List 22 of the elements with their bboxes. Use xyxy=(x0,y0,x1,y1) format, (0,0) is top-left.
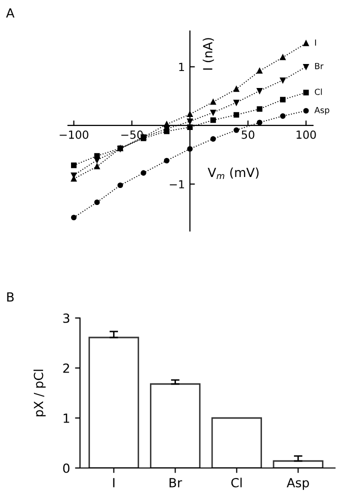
x-tick-label: Br xyxy=(170,478,182,488)
chart-title: A xyxy=(6,8,14,18)
y-tick-label: 1 xyxy=(64,414,70,423)
y-tick-label: 1 xyxy=(179,62,184,71)
x-tick-label: 100 xyxy=(296,130,316,139)
series-label: Br xyxy=(315,63,324,70)
y-axis-title: I (nA) xyxy=(202,38,214,70)
y-tick-label: 2 xyxy=(63,363,70,373)
x-tick-label: Asp xyxy=(286,478,309,490)
x-tick-label: 50 xyxy=(242,130,254,139)
y-tick-label: 3 xyxy=(63,313,70,323)
x-tick-label: I xyxy=(113,478,114,488)
y-tick-label: 0 xyxy=(63,463,70,473)
series-label: Cl xyxy=(314,88,322,95)
x-axis-title: V$_{m}$ (mV) xyxy=(208,168,259,180)
x-tick-label: −100 xyxy=(60,130,88,139)
series-label: I xyxy=(315,40,316,46)
series-label: Asp xyxy=(314,106,330,115)
y-tick-label: −1 xyxy=(170,180,184,188)
y-axis-title: pX / pCl xyxy=(34,370,46,416)
x-tick-label: Cl xyxy=(231,478,242,488)
chart-title: B xyxy=(7,292,14,302)
